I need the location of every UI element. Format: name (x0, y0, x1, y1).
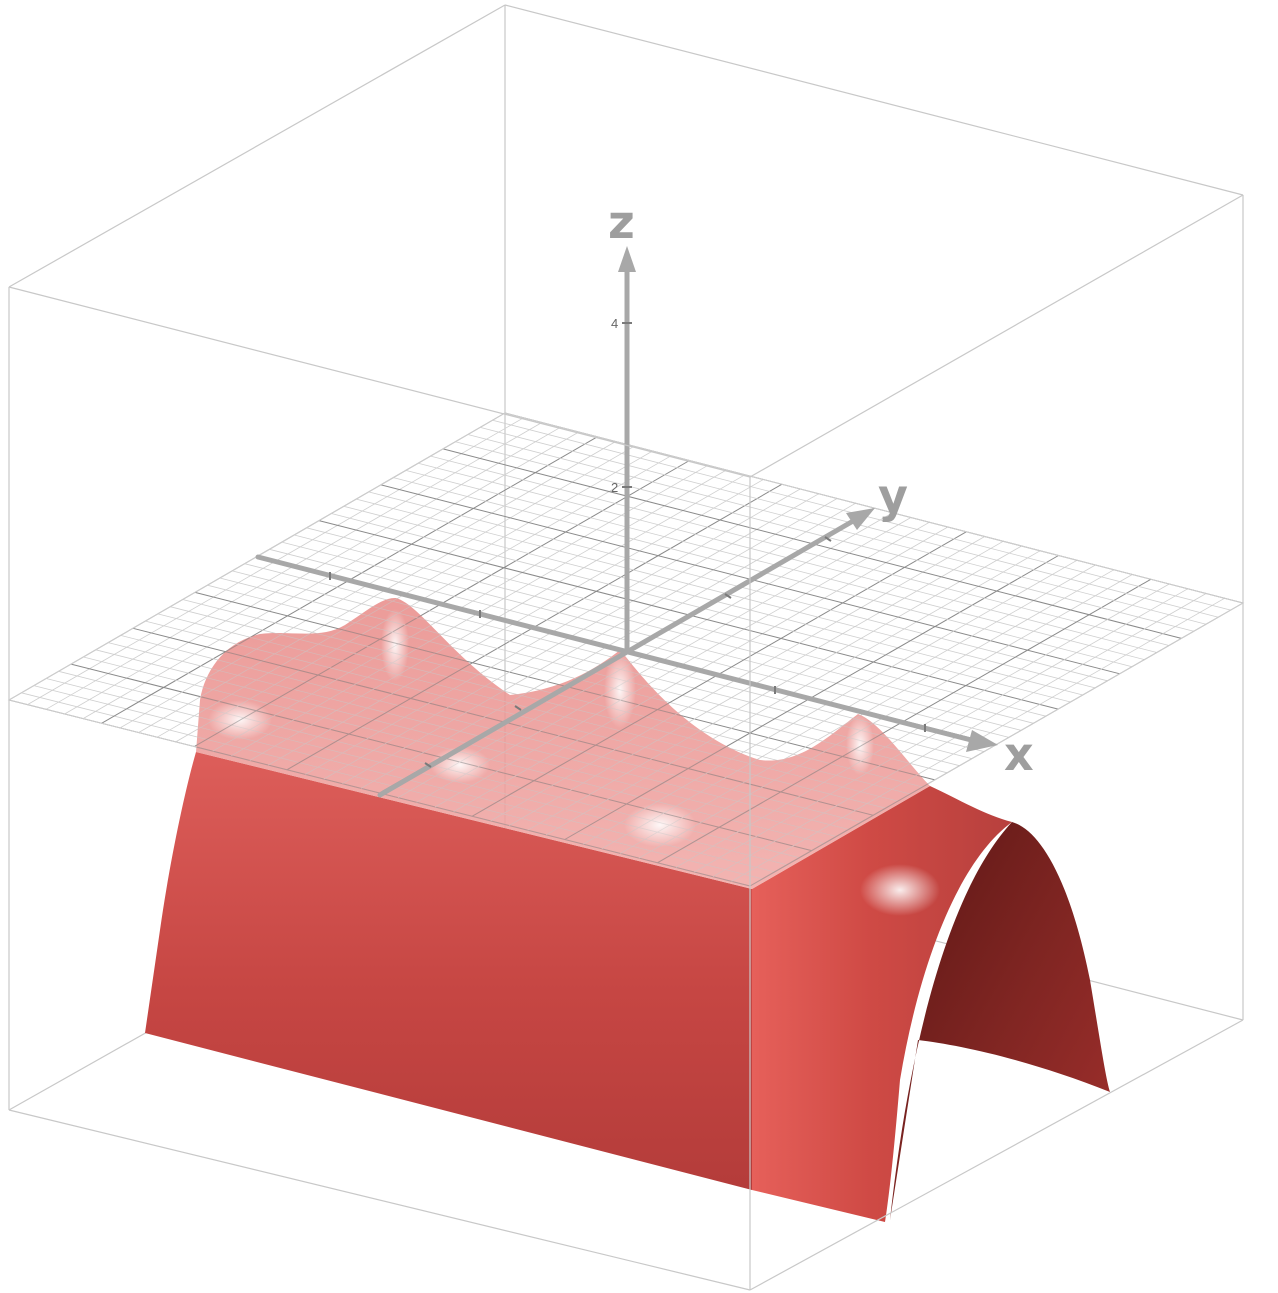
z-tick-label-4: 4 (611, 316, 618, 331)
surface-front-face (145, 752, 752, 1190)
y-axis (377, 514, 863, 798)
z-axis-arrow-icon (618, 246, 636, 272)
x-axis (255, 554, 978, 744)
z-axis-label: z (608, 195, 635, 249)
axis-arrowheads (618, 246, 998, 752)
axis-ticks (329, 322, 926, 768)
grid-line (196, 597, 635, 733)
grid-line (749, 602, 930, 887)
surface-highlight (860, 864, 940, 916)
grid-line (712, 597, 930, 878)
bounding-box-front (8, 194, 1244, 1291)
y-axis-label: y (878, 469, 908, 523)
x-axis-label: x (1004, 727, 1034, 781)
surface-highlight (846, 715, 874, 775)
surface-right-arch (752, 786, 1012, 1222)
grid-line (196, 597, 653, 738)
y-axis-arrow-icon (846, 508, 875, 530)
surface-highlight (624, 803, 696, 847)
x-axis-arrow-icon (966, 730, 998, 752)
grid-line (731, 597, 930, 882)
grid-line (694, 597, 930, 873)
axes (255, 267, 978, 798)
z-tick-label-2: 2 (611, 480, 618, 495)
surface-inner-arch (890, 822, 1110, 1220)
